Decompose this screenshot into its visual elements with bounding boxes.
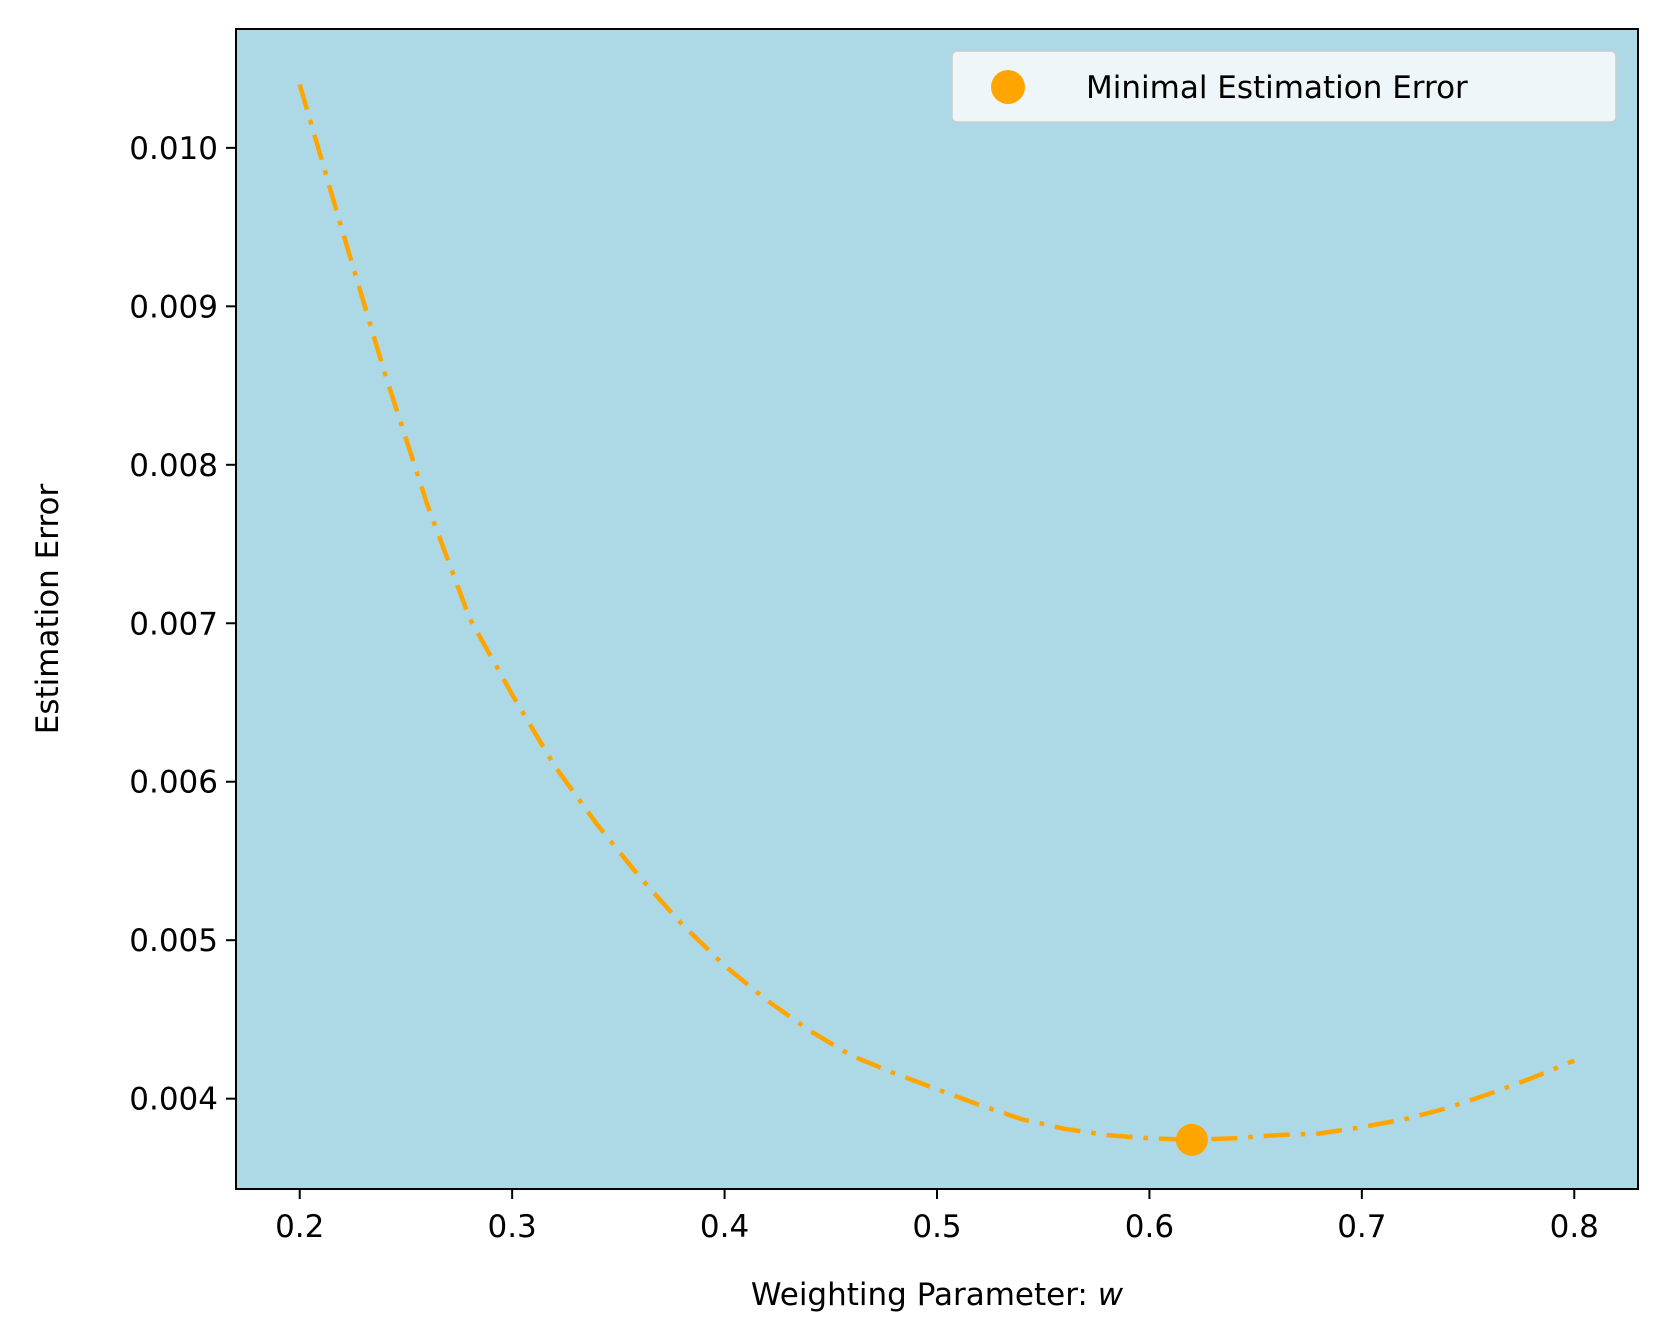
minimum-marker: [1175, 1123, 1208, 1156]
x-axis-label-var: w: [1098, 1277, 1124, 1313]
x-tick-label: 0.4: [700, 1209, 749, 1245]
legend-box: [951, 50, 1617, 123]
legend-label: Minimal Estimation Error: [1086, 70, 1468, 106]
y-tick-label: 0.005: [129, 923, 218, 959]
x-tick-label: 0.5: [912, 1209, 961, 1245]
x-tick-label: 0.8: [1550, 1209, 1599, 1245]
y-tick-label: 0.008: [129, 448, 218, 484]
plot-frame: [235, 28, 1639, 1190]
y-tick-label: 0.009: [129, 289, 218, 325]
ticks: 0.2 0.3 0.4 0.5 0.6 0.7 0.8 0.004 0.005 0.006 0.00…: [129, 131, 1599, 1245]
plot-area: [236, 29, 1638, 1189]
legend: Minimal Estimation Error: [951, 50, 1617, 123]
x-tick-label: 0.3: [487, 1209, 536, 1245]
error-curve: [297, 83, 1576, 1143]
x-tick-label: 0.6: [1125, 1209, 1174, 1245]
series: [297, 83, 1576, 1156]
x-tick-label: 0.2: [275, 1209, 324, 1245]
x-tick-label: 0.7: [1337, 1209, 1386, 1245]
y-axis-label: Estimation Error: [30, 483, 66, 734]
y-tick-label: 0.006: [129, 765, 218, 801]
x-axis-label-text: Weighting Parameter:: [751, 1277, 1098, 1313]
y-tick-label: 0.004: [129, 1082, 218, 1118]
legend-marker: [991, 70, 1025, 104]
y-tick-label: 0.010: [129, 131, 218, 167]
y-tick-label: 0.007: [129, 606, 218, 642]
x-axis-label: Weighting Parameter: w: [751, 1277, 1124, 1313]
